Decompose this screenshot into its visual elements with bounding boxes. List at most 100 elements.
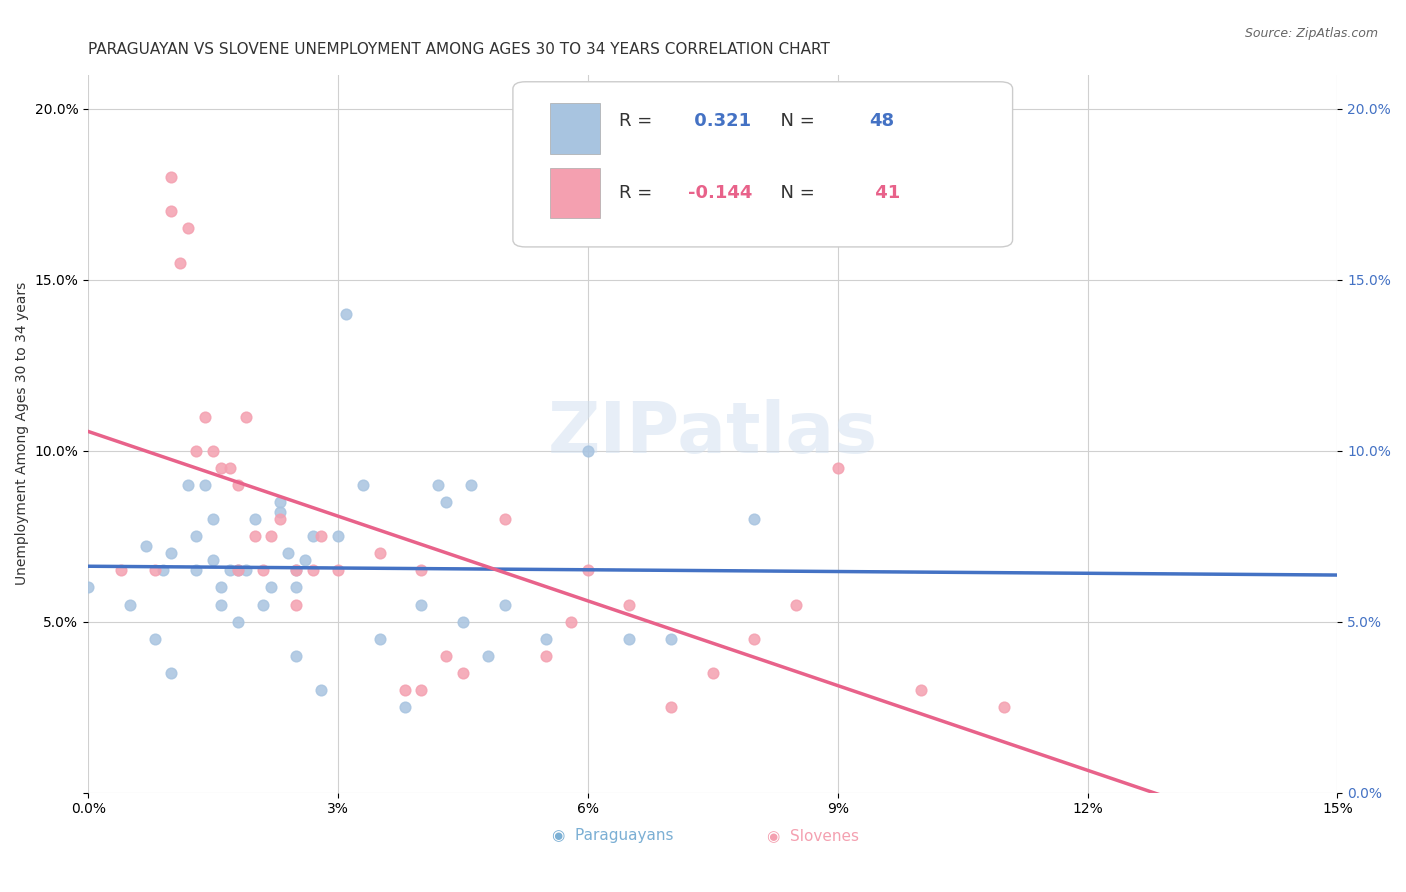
Point [785,598,807,612]
Point [260,529,283,543]
Point [285,648,308,663]
Point [285,563,308,577]
Point [252,563,274,577]
Point [368,546,391,560]
Point [152,563,174,577]
Text: R =: R = [619,112,658,130]
Point [744,512,766,526]
Text: 48: 48 [869,112,894,130]
Point [77,581,100,595]
Point [209,581,232,595]
Point [451,615,474,629]
Point [186,443,208,458]
Point [993,700,1015,714]
Point [226,615,249,629]
Point [434,495,457,509]
Point [160,665,183,680]
Point [311,683,333,698]
Point [218,563,240,577]
Point [135,540,157,554]
Point [160,546,183,560]
Point [269,512,291,526]
Point [177,478,200,492]
Point [269,505,291,519]
Point [494,512,516,526]
Point [311,529,333,543]
Point [243,529,266,543]
FancyBboxPatch shape [550,168,600,219]
Point [269,495,291,509]
Point [177,221,200,235]
Point [477,648,499,663]
Point [411,598,433,612]
Point [326,563,349,577]
Point [202,512,225,526]
Point [235,563,257,577]
Point [619,598,641,612]
Point [534,632,557,646]
Text: N =: N = [769,112,821,130]
Point [659,632,682,646]
Point [494,598,516,612]
Point [209,460,232,475]
Point [143,563,166,577]
Point [260,581,283,595]
Point [226,478,249,492]
Point [451,665,474,680]
Point [235,409,257,424]
Point [285,581,308,595]
Text: R =: R = [619,184,658,202]
Point [194,478,217,492]
Point [110,563,132,577]
FancyBboxPatch shape [550,103,600,153]
Point [160,204,183,219]
Point [411,563,433,577]
Point [352,478,374,492]
Point [744,632,766,646]
Point [118,598,141,612]
Point [226,563,249,577]
Point [294,553,316,567]
Text: ZIPatlas: ZIPatlas [548,399,877,468]
Point [411,683,433,698]
Text: Source: ZipAtlas.com: Source: ZipAtlas.com [1244,27,1378,40]
Point [302,529,325,543]
Point [368,632,391,646]
Text: PARAGUAYAN VS SLOVENE UNEMPLOYMENT AMONG AGES 30 TO 34 YEARS CORRELATION CHART: PARAGUAYAN VS SLOVENE UNEMPLOYMENT AMONG… [89,42,830,57]
FancyBboxPatch shape [513,82,1012,247]
Point [560,615,582,629]
Point [702,665,724,680]
Text: 0.321: 0.321 [688,112,751,130]
Point [202,443,225,458]
Point [202,553,225,567]
Point [576,563,599,577]
Point [186,563,208,577]
Text: 41: 41 [869,184,900,202]
Point [143,632,166,646]
Y-axis label: Unemployment Among Ages 30 to 34 years: Unemployment Among Ages 30 to 34 years [15,282,30,585]
Point [277,546,299,560]
Point [576,443,599,458]
Point [218,460,240,475]
Point [186,529,208,543]
Point [243,512,266,526]
Text: -0.144: -0.144 [688,184,752,202]
Point [285,563,308,577]
Point [619,632,641,646]
Point [534,648,557,663]
Point [285,598,308,612]
Text: ◉  Slovenes: ◉ Slovenes [766,828,859,843]
Point [302,563,325,577]
Text: ◉  Paraguayans: ◉ Paraguayans [553,828,673,843]
Point [160,170,183,185]
Point [659,700,682,714]
Point [460,478,482,492]
Point [426,478,449,492]
Point [326,529,349,543]
Point [394,700,416,714]
Point [252,598,274,612]
Point [434,648,457,663]
Point [194,409,217,424]
Point [827,460,849,475]
Point [209,598,232,612]
